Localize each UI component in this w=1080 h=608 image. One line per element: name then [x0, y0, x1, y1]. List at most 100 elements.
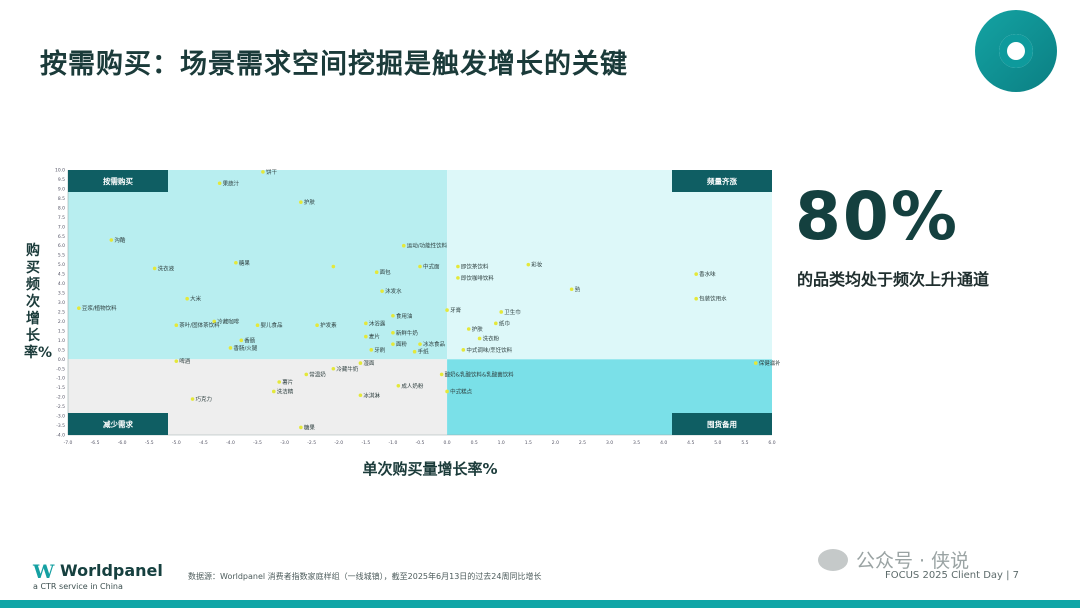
data-point-label: 湿面 [363, 359, 375, 367]
data-point [401, 243, 406, 248]
y-tick-label: -2.0 [56, 395, 65, 401]
data-point-label: 牙刷 [374, 346, 386, 354]
y-tick-label: 8.0 [58, 205, 65, 211]
x-tick-label: -4.0 [226, 440, 235, 446]
data-point-label: 面粉 [396, 340, 408, 348]
data-point-label: 洗衣粉 [483, 334, 500, 342]
x-tick-label: 4.5 [687, 440, 694, 446]
y-tick-label: 8.5 [58, 196, 65, 202]
data-point-label: 糖果 [304, 423, 316, 431]
x-tick-label: 2.0 [552, 440, 559, 446]
data-point [358, 361, 363, 365]
data-point-label: 沐浴露 [369, 319, 386, 327]
data-point [391, 342, 395, 346]
x-axis-label: 单次购买量增长率% [362, 460, 498, 478]
x-tick-label: -7.0 [64, 440, 73, 446]
quadrant-top-right [447, 170, 772, 360]
y-tick-label: 3.0 [58, 300, 65, 306]
data-point [364, 321, 368, 326]
quadrant-label-box [672, 170, 772, 192]
x-tick-label: -2.5 [307, 440, 316, 446]
data-point-label: 豆浆/植物饮料 [82, 304, 117, 312]
data-point [190, 397, 195, 401]
quadrant-label: 减少需求 [103, 419, 133, 429]
source-note: 数据源：Worldpanel 消费者指数家庭样组（一线城镇），截至2025年6月… [188, 572, 542, 581]
x-tick-label: 2.5 [579, 440, 586, 446]
data-point [418, 264, 422, 269]
data-point-label: 中式面 [423, 263, 440, 271]
data-point-label: 冷藏咖啡 [217, 317, 240, 325]
data-point-label: 果蔬汁 [223, 179, 240, 187]
y-tick-label: 7.0 [58, 224, 65, 230]
x-tick-label: 6.0 [768, 440, 775, 446]
data-point-label: 啤酒 [179, 357, 191, 365]
y-tick-label: 1.0 [58, 338, 65, 344]
quadrant-label: 按需购买 [103, 176, 133, 186]
data-point-label: 香肠 [244, 336, 256, 344]
data-point-label: 糖果 [239, 259, 251, 267]
data-point [234, 260, 238, 265]
x-tick-label: -3.5 [253, 440, 262, 446]
x-tick-label: -1.5 [361, 440, 370, 446]
x-tick-label: 5.0 [714, 440, 721, 446]
data-point [445, 389, 449, 394]
data-point-label: 沐发水 [385, 287, 402, 295]
y-tick-label: -1.0 [56, 376, 65, 382]
brand-name: Worldpanel [60, 561, 163, 580]
data-point [391, 313, 395, 318]
data-point [239, 338, 244, 343]
data-point-label: 护发素 [320, 321, 337, 329]
data-point-label: 茶叶/固体茶饮料 [179, 321, 220, 329]
data-point [228, 346, 233, 350]
data-point-label: 洗衣液 [158, 264, 175, 272]
x-tick-label: -1.0 [389, 440, 398, 446]
y-tick-label: -2.5 [56, 404, 65, 410]
data-point-label: 冰淇淋 [363, 391, 380, 399]
data-point [412, 349, 417, 354]
quadrant-top-left [68, 170, 448, 360]
stat-value: 80% [795, 178, 959, 255]
data-point-label: 大米 [190, 295, 202, 303]
data-point-label: 中式糕点 [450, 387, 473, 395]
y-tick-label: -3.5 [56, 423, 65, 429]
x-tick-label: -4.5 [199, 440, 208, 446]
x-tick-label: -6.5 [91, 440, 100, 446]
kantar-logo-icon [975, 10, 1057, 92]
data-point [380, 289, 384, 293]
data-point [477, 336, 482, 341]
x-tick-label: 3.5 [633, 440, 640, 446]
data-point [217, 181, 222, 186]
data-point [494, 321, 498, 326]
y-tick-label: -3.0 [56, 414, 65, 420]
data-point-label: 沟酷 [114, 236, 126, 244]
data-point-label: 巧克力 [196, 395, 213, 403]
y-tick-label: 1.5 [58, 328, 65, 334]
y-tick-label: 2.5 [58, 309, 65, 315]
data-point [271, 389, 276, 394]
x-tick-label: -2.0 [334, 440, 343, 446]
bottom-bar [0, 600, 1080, 608]
data-point-label: 即饮咖啡饮料 [461, 274, 495, 282]
data-point-label: 冷藏牛奶 [336, 365, 359, 373]
data-point [439, 372, 444, 377]
y-tick-label: 5.0 [58, 262, 65, 268]
y-tick-label: 9.0 [58, 186, 65, 192]
y-axis-label: 购买频次增长率% [24, 243, 53, 361]
data-point [461, 348, 466, 352]
y-tick-label: -0.5 [56, 366, 65, 372]
x-tick-label: 5.5 [741, 440, 748, 446]
data-point-label: 香肠/火腿 [233, 344, 257, 352]
data-point [418, 342, 422, 346]
data-point-label: 即饮茶饮料 [461, 263, 489, 271]
data-point-label: 保健滋补品 [759, 359, 780, 367]
x-tick-label: 1.5 [525, 440, 532, 446]
data-point [152, 266, 157, 271]
x-tick-label: 4.0 [660, 440, 667, 446]
data-point-label: 彩妆 [531, 261, 543, 269]
y-tick-label: 2.0 [58, 319, 65, 325]
data-point [569, 287, 574, 292]
data-point [315, 323, 319, 328]
x-tick-label: 0.5 [471, 440, 478, 446]
data-point [212, 319, 217, 324]
data-point-label: 婴儿食品 [261, 321, 284, 329]
